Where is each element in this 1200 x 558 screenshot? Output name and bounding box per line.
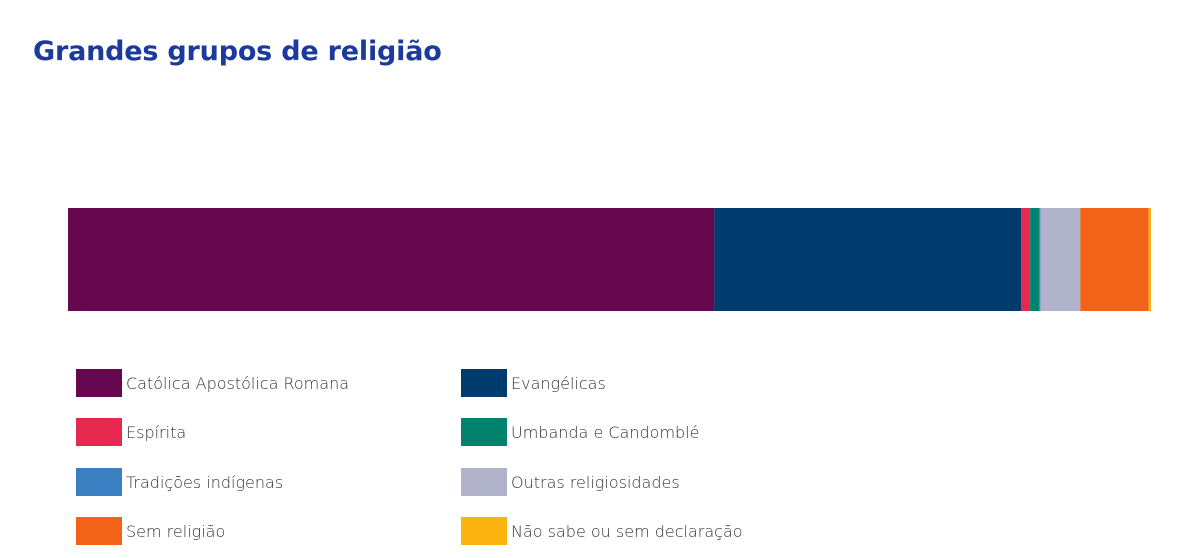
legend-label: Não sabe ou sem declaração [511, 521, 743, 541]
legend-item[interactable]: Espírita [76, 417, 186, 447]
legend-swatch [76, 517, 122, 545]
legend-label: Tradições indígenas [126, 472, 284, 492]
bar-segment-5[interactable] [1040, 208, 1081, 311]
legend-item[interactable]: Não sabe ou sem declaração [461, 516, 743, 546]
legend-swatch [461, 468, 507, 496]
legend-swatch [461, 418, 507, 446]
legend-item[interactable]: Outras religiosidades [461, 467, 680, 497]
chart-title: Grandes grupos de religião [33, 36, 442, 67]
bar-segment-0[interactable] [68, 208, 715, 311]
bar-segment-6[interactable] [1080, 208, 1149, 311]
legend-label: Outras religiosidades [511, 472, 680, 492]
bar-segment-2[interactable] [1021, 208, 1031, 311]
legend-item[interactable]: Umbanda e Candomblé [461, 417, 699, 447]
legend-swatch [76, 369, 122, 397]
legend-swatch [76, 468, 122, 496]
stacked-bar [68, 208, 1151, 311]
legend-item[interactable]: Católica Apostólica Romana [76, 368, 349, 398]
legend-swatch [461, 369, 507, 397]
legend-label: Católica Apostólica Romana [126, 373, 350, 393]
legend-item[interactable]: Sem religião [76, 516, 225, 546]
legend-item[interactable]: Evangélicas [461, 368, 606, 398]
chart-legend: Católica Apostólica Romana Evangélicas Esp… [76, 368, 796, 553]
bar-segment-1[interactable] [714, 208, 1022, 311]
bar-segment-3[interactable] [1030, 208, 1040, 311]
legend-label: Umbanda e Candomblé [511, 422, 700, 442]
legend-item[interactable]: Tradições indígenas [76, 467, 283, 497]
legend-label: Evangélicas [511, 373, 606, 393]
legend-swatch [76, 418, 122, 446]
bar-segment-4[interactable] [1039, 208, 1041, 311]
bar-segment-7[interactable] [1148, 208, 1151, 311]
legend-label: Espírita [126, 422, 187, 442]
legend-swatch [461, 517, 507, 545]
legend-label: Sem religião [126, 521, 226, 541]
